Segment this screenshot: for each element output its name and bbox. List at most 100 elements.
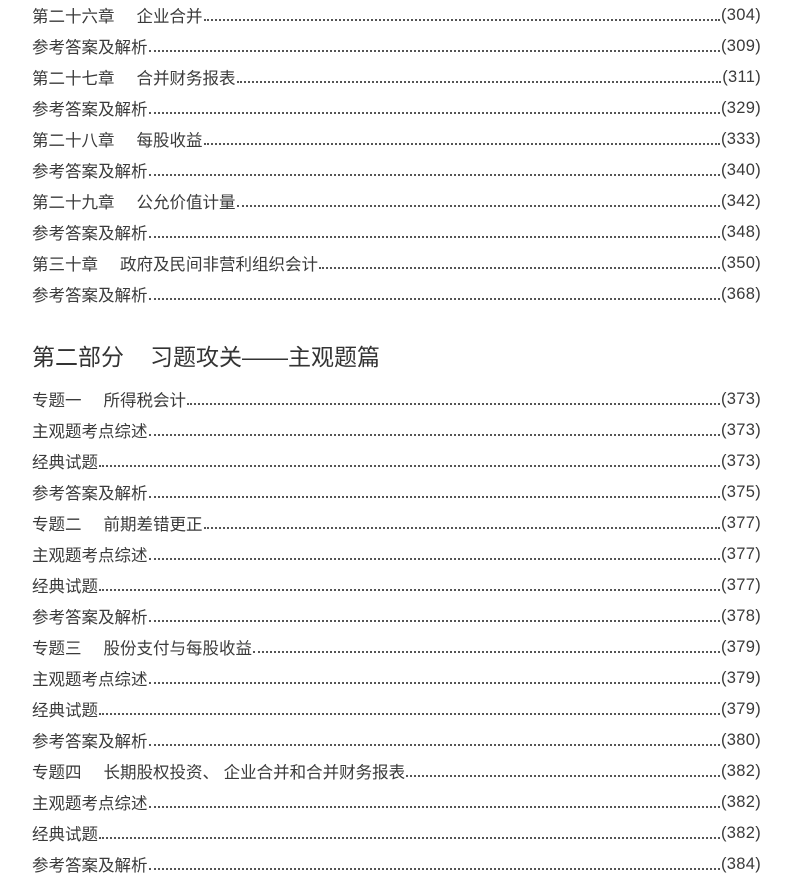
dot-leader (187, 387, 720, 411)
entry-page: (377) (720, 544, 761, 563)
dot-leader (99, 449, 720, 473)
entry-title: 前期差错更正 (103, 516, 203, 534)
entry-title: 主观题考点综述 (32, 671, 148, 689)
dot-leader (148, 34, 720, 58)
entry-title: 参考答案及解析 (32, 163, 148, 181)
toc-entry[interactable]: 参考答案及解析 (378) (32, 604, 761, 628)
dot-leader (148, 790, 720, 814)
entry-title: 主观题考点综述 (32, 547, 148, 565)
dot-leader (99, 821, 720, 845)
entry-title: 参考答案及解析 (32, 857, 148, 875)
entry-page: (333) (720, 129, 761, 148)
entry-page: (382) (720, 792, 761, 811)
entry-page: (379) (720, 668, 761, 687)
toc-entry[interactable]: 参考答案及解析 (384) (32, 852, 761, 876)
part-title: 习题攻关——主观题篇 (150, 344, 380, 370)
dot-leader (148, 666, 720, 690)
toc-entry[interactable]: 主观题考点综述 (377) (32, 542, 761, 566)
entry-number: 第二十七章 (32, 70, 115, 88)
entry-page: (382) (720, 761, 761, 780)
toc-entry[interactable]: 参考答案及解析 (375) (32, 480, 761, 504)
dot-leader (203, 511, 720, 535)
dot-leader (148, 728, 720, 752)
dot-leader (406, 759, 720, 783)
toc-entry[interactable]: 参考答案及解析 (329) (32, 96, 761, 120)
toc-entry[interactable]: 主观题考点综述 (373) (32, 418, 761, 442)
toc-entry[interactable]: 第二十七章 合并财务报表 (311) (32, 65, 761, 89)
toc-entry[interactable]: 专题四 长期股权投资、 企业合并和合并财务报表 (382) (32, 759, 761, 783)
toc-entry[interactable]: 经典试题 (379) (32, 697, 761, 721)
toc-entry[interactable]: 参考答案及解析 (340) (32, 158, 761, 182)
toc-entry[interactable]: 经典试题 (377) (32, 573, 761, 597)
dot-leader (99, 573, 720, 597)
entry-page: (309) (720, 36, 761, 55)
entry-title: 参考答案及解析 (32, 733, 148, 751)
toc-entry[interactable]: 参考答案及解析 (348) (32, 220, 761, 244)
entry-page: (342) (720, 191, 761, 210)
dot-leader (319, 251, 720, 275)
toc-entry[interactable]: 经典试题 (373) (32, 449, 761, 473)
entry-title: 每股收益 (136, 132, 203, 150)
entry-title: 经典试题 (32, 702, 98, 720)
entry-title: 参考答案及解析 (32, 101, 148, 119)
entry-page: (382) (720, 823, 761, 842)
toc-entry[interactable]: 主观题考点综述 (382) (32, 790, 761, 814)
entry-page: (377) (720, 575, 761, 594)
entry-title: 所得税会计 (103, 392, 187, 410)
dot-leader (236, 65, 722, 89)
entry-page: (373) (720, 451, 761, 470)
dot-leader (203, 3, 720, 27)
entry-title: 长期股权投资、 企业合并和合并财务报表 (103, 764, 406, 782)
dot-leader (148, 96, 720, 120)
dot-leader (236, 189, 720, 213)
entry-page: (311) (722, 67, 761, 86)
entry-title: 经典试题 (32, 826, 98, 844)
part-number: 第二部分 (32, 344, 124, 370)
dot-leader (148, 480, 720, 504)
toc-entry[interactable]: 专题三 股份支付与每股收益 (379) (32, 635, 761, 659)
entry-title: 经典试题 (32, 454, 98, 472)
toc-entry[interactable]: 第二十八章 每股收益 (333) (32, 127, 761, 151)
part-heading: 第二部分 习题攻关——主观题篇 (32, 338, 380, 372)
entry-title: 政府及民间非营利组织会计 (120, 256, 318, 274)
dot-leader (148, 542, 720, 566)
entry-title: 参考答案及解析 (32, 287, 148, 305)
entry-title: 主观题考点综述 (32, 795, 148, 813)
entry-number: 第二十六章 (32, 8, 115, 26)
dot-leader (99, 697, 720, 721)
dot-leader (148, 852, 720, 876)
entry-page: (350) (720, 253, 761, 272)
entry-title: 参考答案及解析 (32, 485, 148, 503)
entry-number: 第二十八章 (32, 132, 115, 150)
toc-entry[interactable]: 经典试题 (382) (32, 821, 761, 845)
toc-entry[interactable]: 第三十章 政府及民间非营利组织会计 (350) (32, 251, 761, 275)
entry-page: (380) (720, 730, 761, 749)
toc-entry[interactable]: 主观题考点综述 (379) (32, 666, 761, 690)
entry-page: (329) (720, 98, 761, 117)
entry-number: 专题三 (32, 640, 82, 658)
entry-title: 参考答案及解析 (32, 609, 148, 627)
toc-entry[interactable]: 专题一 所得税会计 (373) (32, 387, 761, 411)
entry-number: 专题二 (32, 516, 82, 534)
dot-leader (148, 604, 720, 628)
toc-entry[interactable]: 参考答案及解析 (380) (32, 728, 761, 752)
entry-title: 公允价值计量 (136, 194, 236, 212)
entry-title: 经典试题 (32, 578, 98, 596)
entry-number: 专题一 (32, 392, 82, 410)
entry-page: (377) (720, 513, 761, 532)
entry-number: 第二十九章 (32, 194, 115, 212)
dot-leader (148, 418, 720, 442)
toc-entry[interactable]: 专题二 前期差错更正 (377) (32, 511, 761, 535)
toc-entry[interactable]: 参考答案及解析 (309) (32, 34, 761, 58)
dot-leader (203, 127, 720, 151)
entry-title: 主观题考点综述 (32, 423, 148, 441)
entry-title: 参考答案及解析 (32, 39, 148, 57)
entry-page: (368) (720, 284, 761, 303)
entry-page: (348) (720, 222, 761, 241)
entry-title: 合并财务报表 (136, 70, 236, 88)
toc-entry[interactable]: 第二十六章 企业合并 (304) (32, 3, 761, 27)
toc-entry[interactable]: 第二十九章 公允价值计量 (342) (32, 189, 761, 213)
entry-title: 企业合并 (136, 8, 203, 26)
toc-entry[interactable]: 参考答案及解析 (368) (32, 282, 761, 306)
entry-page: (379) (720, 699, 761, 718)
